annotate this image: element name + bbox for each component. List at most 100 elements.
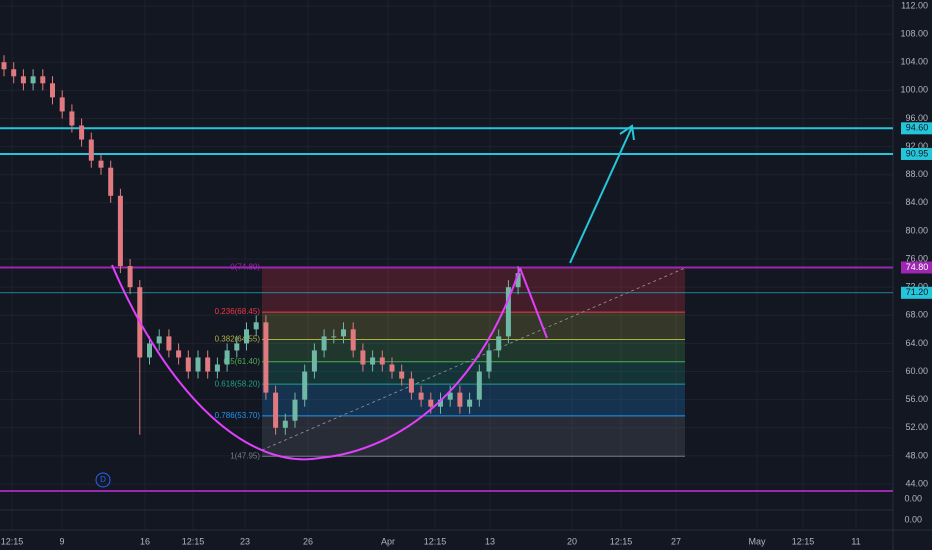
y-tick-label: 84.00 [905, 197, 928, 207]
fib-label: 0.236(68.45) [215, 307, 261, 316]
y-tick-label: 48.00 [905, 450, 928, 460]
y-tick-label: 88.00 [905, 169, 928, 179]
candle-body [108, 167, 114, 196]
candle-body [127, 266, 133, 288]
candle-body [40, 76, 46, 84]
fib-zone [262, 384, 685, 416]
candle-body [418, 392, 424, 400]
candle-body [447, 392, 453, 400]
y-tick-label: 108.00 [900, 28, 928, 38]
x-tick-label: 12:15 [792, 536, 815, 546]
candle-body [185, 357, 191, 372]
candle-body [486, 350, 492, 372]
x-tick-label: 11 [851, 536, 860, 546]
candle-body [341, 329, 346, 337]
x-tick-label: Apr [381, 536, 395, 546]
candle-body [244, 329, 249, 344]
price-label-box [901, 286, 932, 299]
x-tick-label: 16 [140, 536, 150, 546]
fib-zone [262, 267, 685, 313]
candle-body [302, 371, 308, 400]
candle-body [360, 350, 366, 365]
candle-body [195, 357, 201, 372]
price-label: 94.60 [906, 123, 929, 133]
fib-zone [262, 361, 685, 385]
y-tick-label: 104.00 [900, 57, 928, 67]
y-tick-label: 92.00 [905, 141, 928, 151]
candle-body [117, 195, 123, 267]
fib-label: 1(47.95) [230, 451, 260, 460]
y-tick-label: 76.00 [905, 253, 928, 263]
marker-label: D [100, 475, 106, 484]
target-arrow [569, 126, 633, 264]
x-tick-label: 12:15 [610, 536, 633, 546]
candle-body [457, 392, 463, 407]
candle-body [515, 273, 521, 288]
candle-body [331, 336, 337, 338]
candle-body [263, 322, 269, 393]
candle-body [234, 343, 240, 351]
x-tick-label: 20 [567, 536, 577, 546]
candle-body [50, 83, 55, 98]
candle-body [438, 399, 443, 407]
x-tick-label: 12:15 [1, 536, 24, 546]
y-tick-label: 80.00 [905, 225, 928, 235]
x-tick-label: May [748, 536, 766, 546]
candle-body [156, 336, 162, 344]
x-tick-label: 26 [303, 536, 313, 546]
candle-body [292, 399, 298, 421]
arrow-head [619, 124, 635, 141]
price-label: 71.20 [906, 287, 929, 297]
candle-body [350, 329, 356, 351]
y-tick-label: 44.00 [905, 478, 928, 488]
price-label: 90.95 [906, 148, 929, 158]
y-tick-label: 112.00 [901, 0, 928, 10]
handle-line [519, 267, 548, 339]
candle-body [321, 336, 327, 351]
candle-body [224, 350, 230, 365]
fib-zone [262, 339, 685, 362]
fib-label: 0.5(61.40) [224, 357, 261, 366]
trend-line [261, 267, 686, 451]
candle-body [311, 350, 317, 372]
fib-label: 0.382(64.55) [215, 335, 261, 344]
candle-body [476, 371, 482, 400]
y-tick-label: 100.00 [900, 85, 928, 95]
candle-body [20, 76, 26, 84]
candle-body [147, 343, 152, 358]
x-tick-label: 13 [485, 536, 495, 546]
lower-pane-label: 0.00 [904, 493, 922, 503]
candle-body [467, 399, 473, 407]
candle-body [11, 69, 17, 77]
fib-label: 0.618(58.20) [215, 379, 261, 388]
candle-body [496, 336, 502, 351]
price-label-box [901, 147, 932, 160]
fib-zone [262, 312, 685, 340]
x-tick-label: 27 [671, 536, 681, 546]
marker-circle [95, 472, 111, 488]
candle-body [98, 160, 104, 168]
y-tick-label: 60.00 [905, 366, 928, 376]
y-tick-label: 52.00 [905, 422, 928, 432]
candle-body [79, 125, 85, 140]
price-label-box [901, 261, 932, 274]
fib-zone [262, 415, 685, 457]
candle-body [370, 357, 376, 365]
y-tick-label: 64.00 [905, 338, 928, 348]
candle-body [408, 378, 414, 393]
candle-body [428, 399, 434, 407]
x-tick-label: 12:15 [424, 536, 447, 546]
y-tick-label: 56.00 [905, 394, 928, 404]
candle-body [253, 322, 259, 330]
candle-body [282, 420, 288, 428]
y-tick-label: 72.00 [905, 282, 928, 292]
candle-body [1, 62, 7, 70]
candle-body [59, 97, 65, 112]
candle-body [176, 350, 182, 358]
candle-body [88, 139, 94, 161]
price-label: 74.80 [906, 262, 929, 272]
candle-body [205, 357, 211, 372]
cup-curve [111, 264, 521, 461]
